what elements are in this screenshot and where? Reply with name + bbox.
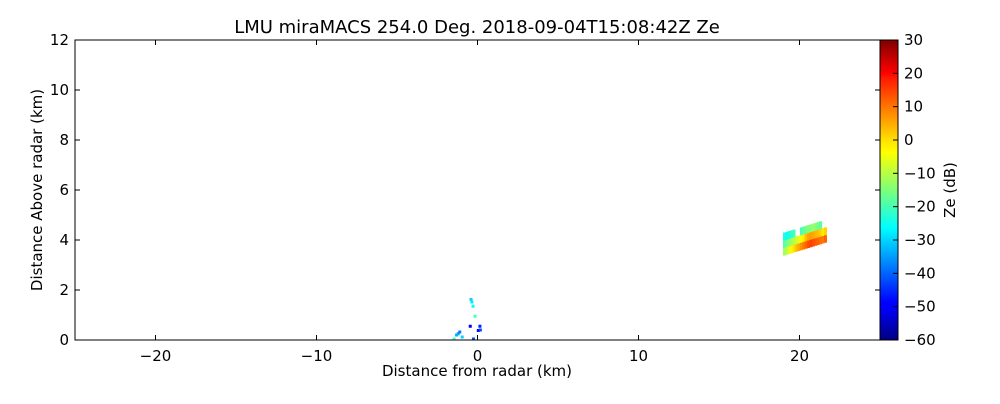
y-tick-label: 8 [59,131,69,149]
colorbar-tick-label: −30 [904,231,936,249]
radar-cell [804,240,808,249]
radar-cell [804,225,808,234]
y-tick-label: 0 [59,331,69,349]
colorbar-tick-label: 0 [904,131,914,149]
colorbar [879,39,899,341]
radar-cell [797,235,801,244]
radar-echo-point [476,329,480,332]
colorbar-label: Ze (dB) [941,162,959,218]
radar-cell [785,246,789,255]
y-axis-label: Distance Above radar (km) [28,89,46,291]
y-tick-label: 10 [50,81,69,99]
radar-cell [811,238,815,247]
radar-cell [816,237,820,245]
radar-echo-point [471,337,475,341]
colorbar-tick-label: −10 [904,164,936,182]
y-tick-label: 6 [59,181,69,199]
y-tick-label: 12 [50,31,69,49]
y-tick-label: 2 [59,281,69,299]
radar-cell [795,243,798,252]
radar-echo-point [455,333,459,337]
radar-cell [802,241,806,250]
radar-echo-point [468,324,472,328]
colorbar-tick-label: −40 [904,264,936,282]
x-tick-label: −20 [140,347,172,365]
radar-echo-point [478,328,482,332]
radar-cell [816,229,820,238]
colorbar-tick-label: 10 [904,98,923,116]
radar-cell [819,228,823,237]
x-tick-label: 10 [629,347,648,365]
colorbar-tick-label: 30 [904,31,923,49]
colorbar-tick-label: −20 [904,198,936,216]
radar-cell [802,234,806,242]
data-cells [452,221,827,341]
radar-cell [792,237,796,245]
colorbar-tick-label: −60 [904,331,936,349]
radar-cell [799,234,803,243]
x-axis: −20 −10 0 10 20 [140,40,809,365]
colorbar-tick-label: −50 [904,298,936,316]
radar-cell [787,238,791,247]
radar-cell [807,240,811,248]
colorbar-ticks: 30 20 10 0 −10 −20 −30 −40 −50 −60 [893,31,936,349]
radar-cell [782,247,786,256]
radar-cell [819,221,823,230]
radar-cell [804,233,808,242]
x-tick-label: 20 [790,347,809,365]
radar-cell [799,227,803,236]
radar-echo-point [471,304,475,308]
radar-cell [811,231,815,239]
radar-cell [824,227,827,236]
radar-cell [792,229,796,238]
radar-echo-point [460,335,464,339]
radar-echo-point [478,324,482,328]
x-tick-label: −10 [301,347,333,365]
radar-echo-point [470,300,474,304]
radar-cell [809,231,813,240]
y-axis: 0 2 4 6 8 10 12 [50,31,880,349]
x-axis-label: Distance from radar (km) [382,362,572,380]
radar-echo-point [456,332,460,336]
radar-cell [787,231,791,239]
radar-echo-point [452,337,456,341]
radar-cell [782,240,786,248]
radar-cell [785,231,789,240]
radar-cell [809,224,813,233]
radar-cell [809,239,813,248]
y-tick-label: 4 [59,231,69,249]
radar-echo-point [473,314,477,318]
radar-cell [787,246,791,254]
radar-cell [799,242,803,251]
plot-frame [74,39,881,341]
radar-cell [795,236,798,245]
radar-cell [811,223,815,232]
radar-cell [790,230,794,239]
radar-cell [782,232,786,241]
x-tick-label: 0 [473,347,483,365]
radar-cell [792,244,796,253]
colorbar-tick-label: 20 [904,64,923,82]
radar-cell [814,222,818,231]
radar-cell [814,237,818,246]
radar-cell [821,228,825,236]
radar-cell [790,237,794,246]
radar-cell [819,236,823,245]
radar-echo-point [469,298,473,301]
chart-title: LMU miraMACS 254.0 Deg. 2018-09-04T15:08… [234,17,720,38]
radar-cell [790,245,794,254]
radar-cell [807,232,811,241]
radar-cell [785,239,789,248]
radar-cell [821,235,825,244]
radar-cell [807,225,811,233]
radar-cell [797,243,801,251]
radar-cell [824,234,827,243]
radar-cell [816,222,820,230]
radar-cell [802,226,806,235]
radar-cell [814,230,818,239]
radar-echo-point [458,330,462,334]
